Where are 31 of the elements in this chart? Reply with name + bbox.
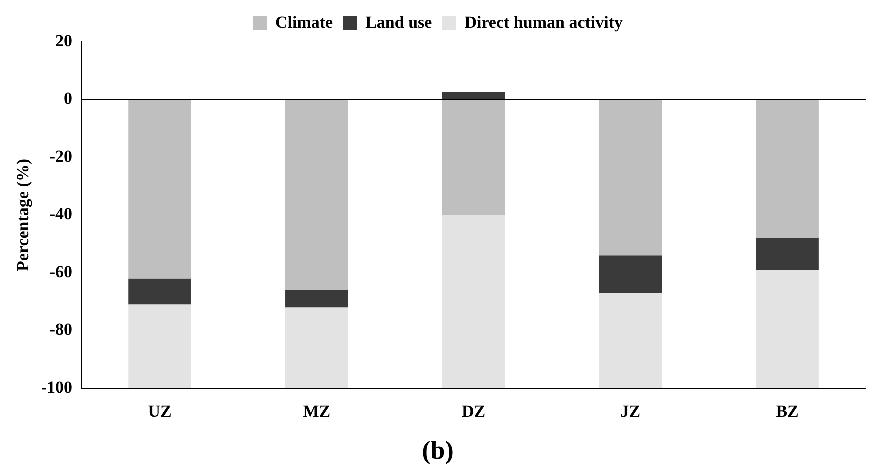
bar bbox=[128, 100, 192, 279]
y-tick-label: 0 bbox=[64, 89, 73, 108]
bar bbox=[599, 293, 662, 388]
bar bbox=[599, 256, 662, 294]
x-tick-label: DZ bbox=[462, 402, 486, 421]
x-tick-label: UZ bbox=[148, 402, 172, 421]
legend-label: Climate bbox=[275, 12, 334, 32]
bar bbox=[599, 100, 662, 256]
bar bbox=[128, 304, 192, 388]
y-tick-label: -60 bbox=[50, 262, 73, 282]
y-tick-label: -20 bbox=[50, 146, 73, 166]
legend-label: Direct human activity bbox=[464, 12, 624, 32]
y-tick-label: 20 bbox=[56, 31, 73, 50]
bar bbox=[128, 278, 192, 305]
bar bbox=[286, 290, 348, 308]
text: (b) bbox=[422, 436, 454, 466]
y-tick-label: -40 bbox=[50, 204, 73, 224]
bar bbox=[286, 308, 348, 388]
bar bbox=[286, 100, 348, 290]
x-tick-label: BZ bbox=[776, 402, 799, 421]
bar bbox=[442, 215, 506, 388]
bar bbox=[756, 270, 819, 388]
x-tick-label: MZ bbox=[303, 402, 331, 421]
x-tick-label: JZ bbox=[620, 402, 641, 421]
y-axis-title: Percentage (%) bbox=[14, 158, 33, 272]
legend-label: Land use bbox=[366, 12, 433, 32]
y-tick-label: -100 bbox=[41, 378, 73, 397]
y-tick-label: -80 bbox=[50, 320, 73, 340]
bar bbox=[756, 238, 819, 270]
bar bbox=[442, 100, 506, 216]
bar bbox=[756, 100, 819, 238]
